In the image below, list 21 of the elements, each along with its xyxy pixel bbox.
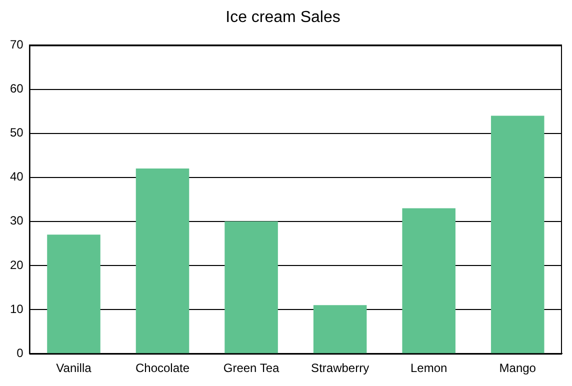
y-tick-label: 0 [16,346,24,360]
x-tick-label: Mango [499,361,536,376]
bar [313,305,367,354]
x-tick-label: Green Tea [223,361,280,376]
x-tick-label: Chocolate [135,361,190,376]
y-tick-label: 60 [10,82,24,96]
y-tick-label: 40 [10,170,24,184]
y-tick-label: 50 [10,126,24,140]
x-tick-label: Lemon [410,361,448,376]
y-tick-label: 30 [10,214,24,228]
chart-title: Ice cream Sales [226,9,340,26]
y-tick-label: 20 [10,258,24,272]
x-tick-label: Vanilla [56,361,92,376]
bar [224,221,278,354]
x-tick-label: Strawberry [311,361,370,376]
y-tick-label: 70 [10,38,24,52]
bar [136,168,190,354]
bar [490,116,544,354]
bar [47,234,100,354]
y-tick-label: 10 [10,302,24,316]
bar [402,208,456,354]
